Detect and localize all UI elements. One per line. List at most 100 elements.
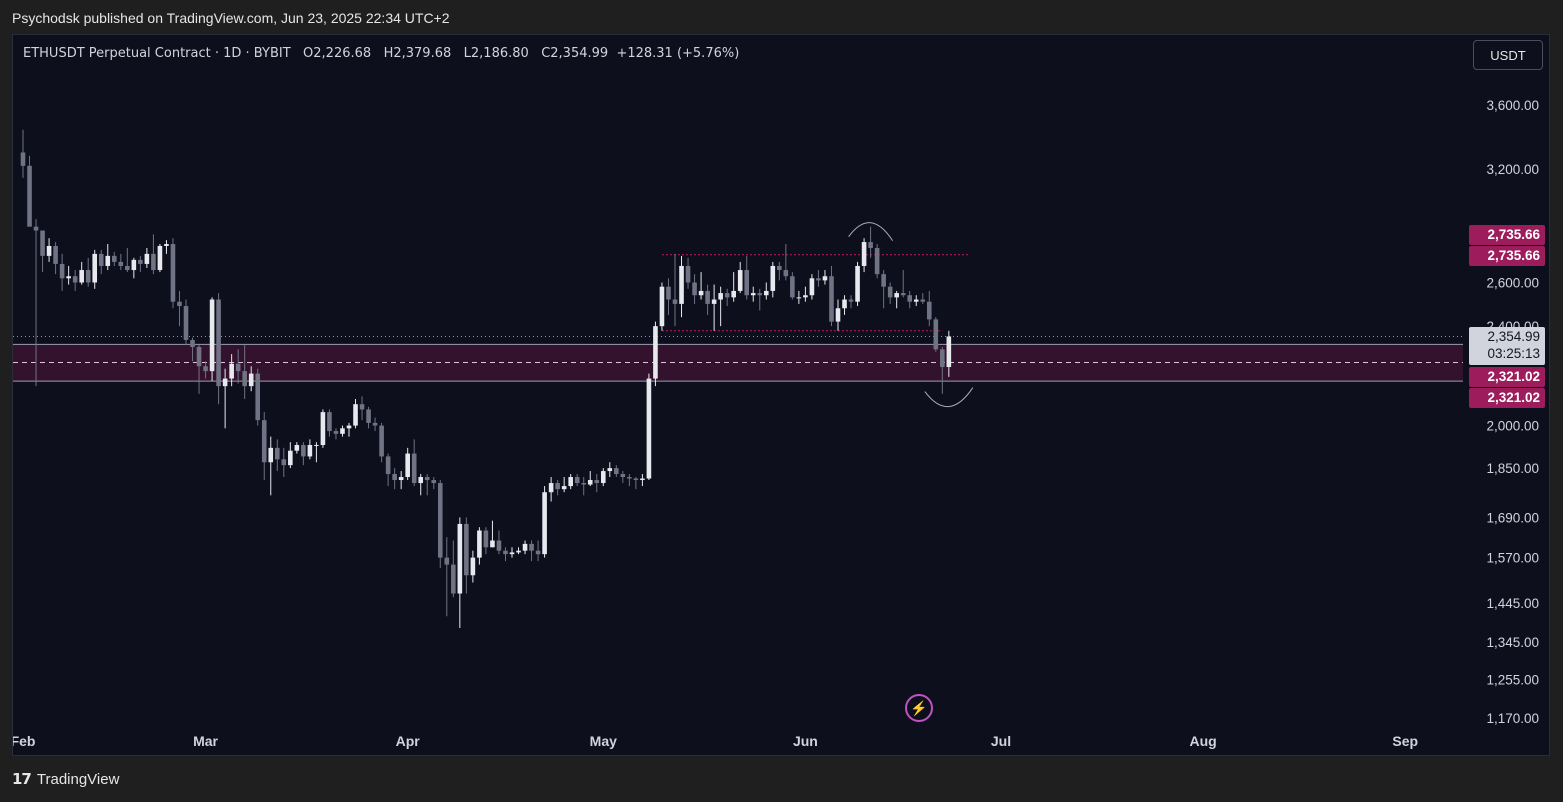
candle	[183, 299, 189, 345]
y-tick-label: 1,345.00	[1486, 635, 1539, 650]
candle-body	[398, 477, 404, 481]
candle-body	[809, 278, 815, 296]
candle	[894, 290, 899, 309]
candle	[600, 468, 606, 487]
candle	[900, 270, 906, 298]
candle	[477, 527, 482, 565]
lightning-icon[interactable]: ⚡	[905, 694, 933, 722]
candle-body	[111, 255, 117, 262]
candle-body	[881, 274, 886, 287]
candle	[27, 155, 32, 227]
x-axis: Feb Mar Apr May Jun Jul Aug Sep	[13, 733, 1418, 749]
currency-button[interactable]: USDT	[1473, 40, 1543, 70]
candle	[946, 330, 952, 377]
legend-low: L2,186.80	[463, 46, 529, 61]
tradingview-logo-icon: 17	[12, 770, 32, 788]
candlestick-chart[interactable]: Feb Mar Apr May Jun Jul Aug Sep 3,600.00 3,200.0…	[13, 35, 1551, 757]
candle	[698, 272, 704, 300]
candle-body	[940, 349, 945, 368]
y-tick-label: 2,000.00	[1486, 419, 1539, 434]
candle	[392, 468, 397, 490]
candle-body	[705, 290, 710, 304]
candle	[144, 247, 150, 268]
candle-body	[248, 373, 254, 387]
candle-body	[301, 445, 306, 457]
candle	[222, 368, 228, 429]
publisher-caption: Psychodsk published on TradingView.com, …	[12, 10, 450, 26]
candle-body	[196, 346, 202, 367]
candle-body	[418, 477, 424, 484]
candle	[340, 425, 345, 437]
candle-body	[72, 276, 78, 283]
candles	[20, 129, 952, 628]
candle	[868, 226, 873, 258]
candle-body	[620, 474, 626, 478]
candle	[926, 290, 932, 327]
candle-body	[522, 543, 528, 551]
candle-body	[594, 480, 600, 484]
candle	[437, 480, 443, 569]
candle-body	[600, 471, 606, 484]
candle-body	[33, 226, 39, 231]
candle-body	[724, 293, 730, 298]
candle-body	[294, 445, 300, 451]
candle-body	[261, 420, 267, 463]
candle	[783, 244, 789, 281]
candle	[131, 257, 137, 279]
candle-body	[229, 363, 234, 379]
candle	[288, 442, 293, 469]
y-tick-label: 1,570.00	[1486, 551, 1539, 566]
candle-body	[848, 299, 854, 302]
x-tick-label: Jun	[793, 733, 818, 749]
candle	[353, 398, 358, 429]
support-tag-2-text: 2,321.02	[1487, 390, 1540, 405]
x-tick-label: Mar	[193, 733, 218, 749]
candle	[33, 219, 39, 387]
candle	[607, 462, 613, 478]
support-tag: 2,321.02	[1469, 367, 1545, 387]
candle-body	[274, 447, 280, 460]
candle	[457, 517, 463, 628]
candle-body	[125, 265, 130, 271]
candle	[431, 477, 437, 490]
candle-body	[516, 550, 521, 553]
candle	[940, 346, 945, 394]
candle	[750, 286, 756, 302]
candle-body	[444, 557, 450, 565]
candle	[85, 257, 91, 287]
candle-body	[685, 265, 691, 283]
candle-body	[535, 550, 541, 555]
candle-body	[144, 253, 150, 264]
candle	[125, 247, 130, 273]
candle	[255, 368, 261, 426]
candle	[633, 477, 639, 490]
candle-body	[666, 286, 671, 300]
candle	[842, 295, 847, 315]
candle-body	[490, 540, 495, 548]
candle-body	[933, 319, 939, 350]
candle-body	[59, 263, 65, 279]
candle-body	[470, 557, 476, 576]
candle	[229, 354, 234, 387]
y-tick-label: 3,600.00	[1486, 98, 1539, 113]
candle-body	[842, 299, 847, 309]
candle-body	[718, 293, 723, 300]
candle	[731, 272, 736, 302]
candle	[46, 238, 52, 262]
candle-body	[581, 483, 587, 485]
candle-body	[509, 552, 515, 555]
chart-panel[interactable]: Feb Mar Apr May Jun Jul Aug Sep 3,600.00 3,200.0…	[12, 34, 1550, 756]
support-tag-text: 2,321.02	[1487, 369, 1540, 384]
candle	[451, 540, 456, 598]
candle-body	[53, 245, 58, 264]
candle	[835, 299, 841, 331]
candle	[261, 412, 267, 481]
candle	[692, 274, 697, 304]
candle	[346, 422, 352, 437]
y-axis: 3,600.003,200.002,600.002,400.002,000.00…	[1486, 98, 1539, 726]
candle	[209, 297, 215, 382]
candle	[411, 439, 417, 487]
candle-body	[529, 543, 534, 551]
candle	[379, 422, 384, 463]
candle-body	[907, 295, 913, 302]
